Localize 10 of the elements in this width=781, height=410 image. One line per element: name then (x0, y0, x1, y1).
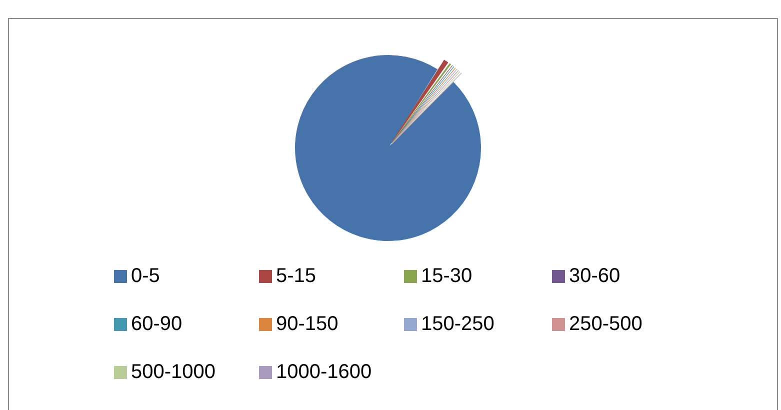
legend-label: 60-90 (131, 312, 182, 336)
legend-label: 5-15 (276, 264, 316, 288)
legend-label: 250-500 (569, 312, 642, 336)
legend-label: 90-150 (276, 312, 338, 336)
legend-label: 150-250 (421, 312, 494, 336)
legend-label: 1000-1600 (276, 360, 372, 384)
legend-label: 15-30 (421, 264, 472, 288)
legend-label: 30-60 (569, 264, 620, 288)
legend-label: 0-5 (131, 264, 160, 288)
legend-label: 500-1000 (131, 360, 216, 384)
